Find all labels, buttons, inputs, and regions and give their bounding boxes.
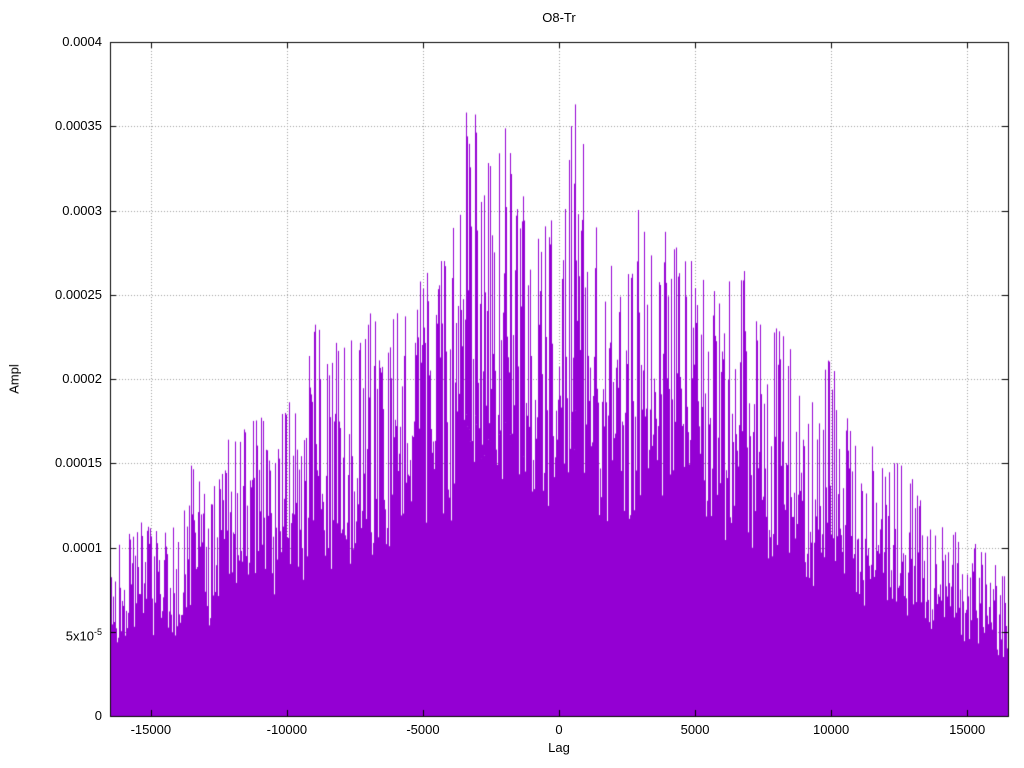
x-axis-label: Lag bbox=[548, 740, 570, 755]
y-axis-label: Ampl bbox=[6, 364, 22, 394]
chart-title: O8-Tr bbox=[542, 10, 576, 25]
